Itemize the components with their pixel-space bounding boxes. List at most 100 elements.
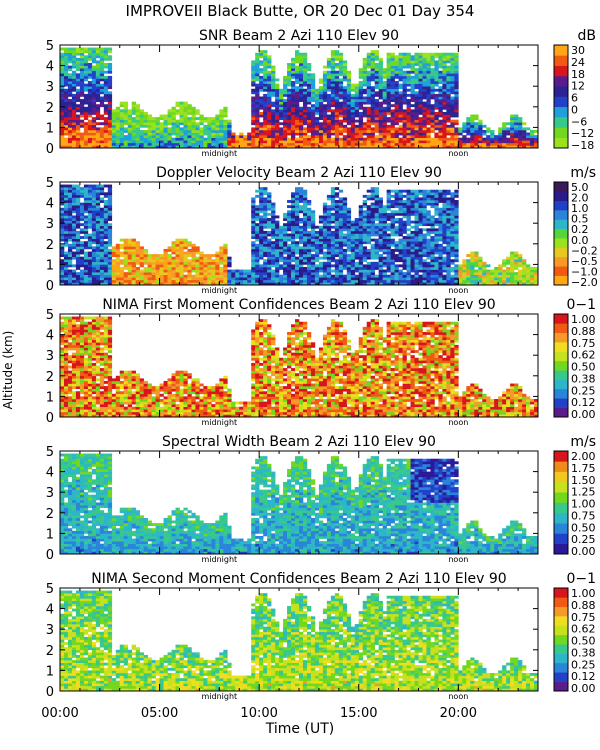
heatmap-cell (438, 119, 443, 123)
heatmap-cell (362, 57, 368, 61)
heatmap-cell (115, 264, 121, 268)
heatmap-cell (334, 104, 340, 108)
heatmap-cell (143, 274, 148, 278)
heatmap-cell (346, 282, 352, 286)
heatmap-cell (406, 119, 411, 123)
heatmap-cell (263, 269, 268, 273)
heatmap-cell (183, 127, 188, 131)
heatmap-cell (87, 259, 93, 263)
heatmap-cell (243, 145, 248, 149)
heatmap-cell (426, 60, 431, 64)
heatmap-cell (71, 86, 77, 90)
heatmap-cell (318, 230, 324, 234)
heatmap-cell (111, 272, 117, 276)
heatmap-cell (255, 57, 260, 61)
heatmap-cell (454, 109, 459, 113)
heatmap-cell (378, 75, 383, 79)
heatmap-cell (251, 228, 256, 232)
heatmap-cell (414, 91, 419, 95)
heatmap-cell (271, 264, 276, 268)
heatmap-cell (330, 259, 336, 263)
heatmap-cell (283, 104, 288, 108)
heatmap-cell (287, 266, 292, 270)
heatmap-cell (255, 129, 260, 133)
heatmap-cell (295, 274, 300, 278)
heatmap-cell (251, 111, 256, 115)
heatmap-cell (67, 197, 73, 201)
heatmap-cell (394, 233, 399, 237)
heatmap-cell (207, 274, 212, 278)
heatmap-cell (374, 93, 379, 97)
heatmap-cell (271, 140, 276, 144)
heatmap-cell (87, 124, 93, 128)
heatmap-cell (394, 142, 399, 146)
heatmap-cell (426, 88, 431, 92)
heatmap-cell (314, 233, 320, 237)
heatmap-cell (99, 189, 105, 193)
heatmap-cell (263, 233, 268, 237)
heatmap-cell (334, 129, 340, 133)
heatmap-cell (219, 132, 224, 136)
heatmap-cell (219, 111, 224, 115)
heatmap-cell (470, 122, 475, 126)
heatmap-cell (123, 259, 129, 263)
heatmap-cell (71, 75, 77, 79)
heatmap-cell (131, 238, 136, 242)
heatmap-cell (95, 117, 101, 120)
heatmap-cell (67, 140, 73, 144)
heatmap-cell (267, 93, 272, 97)
heatmap-cell (454, 91, 459, 95)
heatmap-cell (394, 127, 399, 131)
heatmap-cell (223, 266, 228, 270)
heatmap-cell (426, 132, 431, 136)
heatmap-cell (454, 119, 459, 123)
heatmap-cell (442, 91, 447, 95)
heatmap-cell (63, 122, 69, 126)
heatmap-cell (75, 254, 81, 257)
heatmap-cell (382, 230, 387, 234)
heatmap-cell (87, 88, 93, 92)
heatmap-cell (75, 272, 81, 276)
heatmap-cell (67, 52, 73, 56)
heatmap-cell (99, 78, 105, 82)
heatmap-cell (406, 83, 411, 87)
heatmap-cell (83, 114, 89, 118)
heatmap-cell (60, 91, 65, 95)
heatmap-cell (302, 223, 308, 227)
heatmap-cell (522, 145, 527, 149)
heatmap-cell (60, 269, 65, 273)
heatmap-cell (346, 114, 352, 118)
heatmap-cell (322, 264, 328, 268)
heatmap-cell (99, 248, 105, 252)
heatmap-cell (490, 137, 495, 141)
heatmap-cell (358, 137, 364, 141)
heatmap-cell (199, 137, 204, 141)
heatmap-cell (279, 114, 284, 118)
heatmap-cell (318, 248, 324, 252)
heatmap-cell (398, 111, 403, 115)
heatmap-cell (378, 109, 383, 113)
heatmap-cell (334, 135, 340, 139)
heatmap-cell (446, 52, 451, 56)
heatmap-cell (314, 272, 320, 276)
heatmap-cell (251, 256, 256, 260)
heatmap-cell (334, 233, 340, 237)
heatmap-cell (454, 52, 459, 56)
heatmap-cell (362, 65, 368, 69)
heatmap-cell (370, 220, 375, 224)
heatmap-cell (111, 135, 117, 139)
heatmap-cell (263, 248, 268, 252)
heatmap-cell (406, 132, 411, 136)
heatmap-cell (302, 63, 308, 66)
heatmap-cell (426, 75, 431, 79)
heatmap-cell (370, 277, 375, 281)
heatmap-cell (267, 137, 272, 141)
heatmap-cell (95, 127, 101, 131)
heatmap-cell (342, 65, 348, 69)
heatmap-cell (275, 261, 280, 265)
heatmap-cell (350, 96, 356, 100)
heatmap-cell (386, 215, 391, 219)
heatmap-cell (330, 212, 336, 216)
heatmap-cell (175, 282, 180, 286)
heatmap-cell (414, 93, 419, 97)
